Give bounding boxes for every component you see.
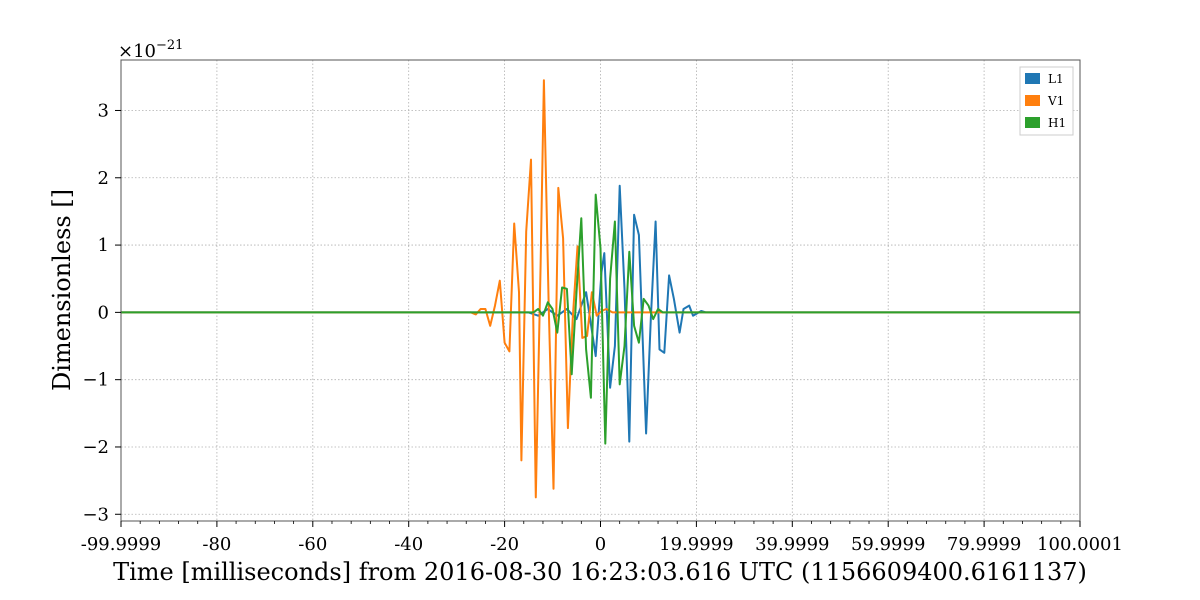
x-tick-label: 19.9999 (659, 534, 733, 555)
x-tick-label: -80 (202, 534, 231, 555)
y-tick-label: −2 (82, 437, 109, 458)
x-tick-label: 39.9999 (755, 534, 829, 555)
x-axis: -99.9999 -80 -60 -40 -20 0 19.9999 39.9999 59.99… (81, 521, 1123, 555)
x-tick-label: -40 (394, 534, 423, 555)
x-tick-label: 100.0001 (1037, 534, 1123, 555)
series-line-v1 (121, 79, 1080, 499)
x-tick-label: -60 (298, 534, 327, 555)
y-axis-multiplier: ×10−21 (118, 38, 183, 62)
x-tick-label: 79.9999 (947, 534, 1021, 555)
series-line-l1 (121, 184, 1080, 443)
y-tick-label: 2 (98, 168, 109, 189)
y-tick-label: −1 (82, 370, 109, 391)
plot-series (121, 79, 1080, 499)
y-axis: −3 −2 −1 0 1 2 3 (82, 100, 121, 525)
x-tick-label: 59.9999 (851, 534, 925, 555)
legend: L1 V1 H1 (1019, 66, 1074, 136)
legend-swatch-v1 (1025, 95, 1040, 106)
y-tick-label: −3 (82, 504, 109, 525)
legend-label-h1: H1 (1048, 116, 1066, 130)
y-tick-label: 0 (98, 302, 109, 323)
x-tick-label: 0 (595, 534, 606, 555)
x-axis-label: Time [milliseconds] from 2016-08-30 16:2… (113, 558, 1087, 586)
y-axis-label: Dimensionless [] (48, 189, 76, 391)
y-multiplier-exponent: −21 (156, 38, 183, 53)
legend-label-l1: L1 (1048, 72, 1064, 86)
legend-swatch-h1 (1025, 117, 1040, 128)
y-multiplier-base: ×10 (118, 41, 156, 62)
series-line-h1 (121, 193, 1080, 445)
legend-label-v1: V1 (1047, 94, 1064, 108)
y-tick-label: 1 (98, 235, 109, 256)
legend-swatch-l1 (1025, 73, 1040, 84)
x-tick-label: -20 (490, 534, 519, 555)
y-tick-label: 3 (98, 100, 109, 121)
x-tick-label: -99.9999 (81, 534, 162, 555)
